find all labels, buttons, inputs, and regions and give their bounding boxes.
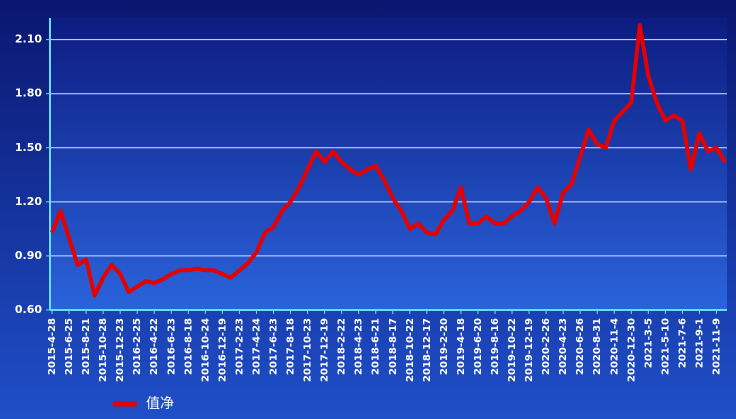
- x-tick-label: 2019-4-18: [456, 318, 467, 375]
- x-tick-label: 2020-4-23: [558, 318, 569, 375]
- y-tick-label: 1.80: [15, 87, 42, 100]
- x-tick-label: 2019-8-16: [490, 318, 501, 375]
- x-tick-label: 2019-12-19: [524, 318, 535, 382]
- x-tick-label: 2020-12-30: [626, 318, 637, 382]
- x-tick-label: 2016-6-23: [166, 318, 177, 375]
- x-tick-label: 2016-2-25: [132, 318, 143, 375]
- x-tick-label: 2020-6-26: [575, 318, 586, 375]
- x-tick-label: 2018-8-17: [388, 318, 399, 375]
- x-tick-label: 2021-7-6: [677, 318, 688, 368]
- plot-area: [50, 18, 727, 310]
- x-tick-label: 2019-10-22: [507, 318, 518, 382]
- x-tick-label: 2018-10-22: [405, 318, 416, 382]
- x-tick-label: 2017-4-24: [251, 318, 262, 375]
- x-tick-label: 2018-6-21: [371, 318, 382, 375]
- x-tick-label: 2016-8-18: [183, 318, 194, 375]
- x-tick-label: 2018-12-17: [422, 318, 433, 382]
- y-tick-label: 1.50: [15, 141, 42, 154]
- data-line: [50, 23, 727, 298]
- x-tick-label: 2020-2-26: [541, 318, 552, 375]
- y-tick-label: 2.10: [15, 33, 42, 46]
- x-tick-label: 2018-2-22: [337, 318, 348, 375]
- x-tick-label: 2018-4-23: [354, 318, 365, 375]
- x-tick-label: 2020-8-31: [592, 318, 603, 375]
- x-tick-label: 2015-8-21: [81, 318, 92, 375]
- x-tick-label: 2016-12-19: [217, 318, 228, 382]
- x-tick-label: 2017-6-23: [268, 318, 279, 375]
- x-tick-label: 2015-4-28: [47, 318, 58, 375]
- legend-label: 值净: [146, 396, 174, 412]
- x-tick-label: 2019-6-20: [473, 318, 484, 375]
- x-tick-label: 2015-12-23: [115, 318, 126, 382]
- x-tick-label: 2021-9-1: [694, 318, 705, 368]
- x-tick-label: 2016-10-24: [200, 318, 211, 382]
- x-tick-label: 2017-2-23: [234, 318, 245, 375]
- y-tick-label: 1.20: [15, 195, 42, 208]
- x-tick-label: 2015-6-25: [64, 318, 75, 375]
- y-tick-label: 0.60: [15, 303, 42, 316]
- x-tick-label: 2021-11-9: [711, 318, 722, 375]
- x-tick-label: 2016-4-22: [149, 318, 160, 375]
- y-tick-label: 0.90: [15, 249, 42, 262]
- x-tick-label: 2017-8-18: [286, 318, 297, 375]
- x-tick-label: 2021-5-10: [660, 318, 671, 375]
- x-tick-label: 2019-2-20: [439, 318, 450, 375]
- x-tick-label: 2021-3-5: [643, 318, 654, 368]
- x-tick-label: 2015-10-28: [98, 318, 109, 382]
- x-tick-label: 2017-12-19: [320, 318, 331, 382]
- x-tick-label: 2020-11-4: [609, 318, 620, 375]
- x-tick-label: 2017-10-23: [303, 318, 314, 382]
